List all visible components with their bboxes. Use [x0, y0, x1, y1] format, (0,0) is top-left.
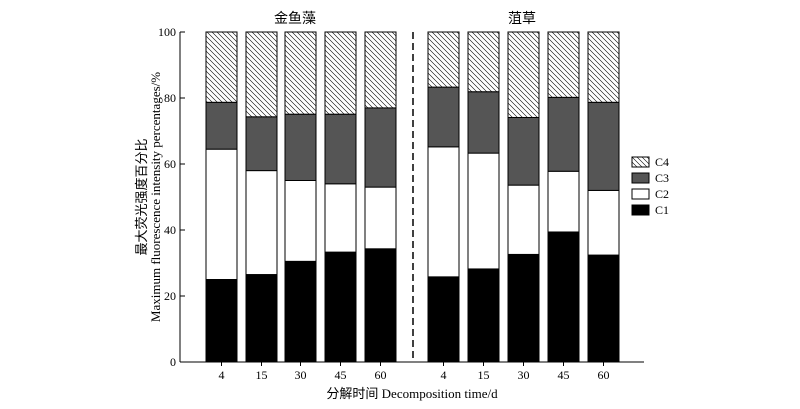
plot-area: [205, 31, 620, 363]
bar-c1-9: [547, 231, 580, 363]
bar-c3-8: [507, 116, 540, 186]
x-tick-label-6: 4: [441, 368, 447, 382]
bar-c1-7: [467, 268, 500, 363]
y-tick-label-100: 100: [158, 25, 176, 39]
y-tick-label-80: 80: [164, 91, 176, 105]
x-tick-label-8: 30: [518, 368, 530, 382]
bar-c2-4: [324, 183, 357, 253]
bar-c3-1: [205, 101, 238, 150]
x-tick-label-1: 4: [219, 368, 225, 382]
legend-label-c1: C1: [655, 203, 669, 217]
legend-swatch-c1: [631, 204, 650, 216]
bar-c2-6: [427, 146, 460, 278]
axes: 4 15 30 45 60 4 15 30 45 60 0 20 40 60 80 100: [158, 25, 644, 382]
bar-c1-8: [507, 253, 540, 363]
group-title-1: 金鱼藻: [274, 10, 316, 27]
x-tick-label-10: 60: [598, 368, 610, 382]
bar-c4-8: [507, 31, 540, 118]
bar-c2-5: [364, 186, 397, 250]
bar-c1-6: [427, 276, 460, 363]
bar-c4-5: [364, 31, 397, 109]
bar-c2-2: [245, 170, 278, 276]
bar-c3-10: [587, 101, 620, 191]
group-title-2: 菹草: [508, 11, 536, 27]
bar-c1-5: [364, 248, 397, 363]
legend-label-c3: C3: [655, 171, 669, 185]
bar-c4-6: [427, 31, 460, 88]
legend-label-c4: C4: [655, 155, 669, 169]
bar-c4-7: [467, 31, 500, 93]
bar-c4-2: [245, 31, 278, 118]
bar-c1-2: [245, 274, 278, 363]
bar-c2-8: [507, 184, 540, 255]
bar-c3-2: [245, 116, 278, 172]
y-tick-label-60: 60: [164, 157, 176, 171]
bar-c1-3: [284, 260, 317, 363]
x-tick-label-3: 30: [295, 368, 307, 382]
x-axis-label: 分解时间 Decomposition time/d: [326, 386, 498, 401]
y-tick-label-40: 40: [164, 223, 176, 237]
x-tick-label-5: 60: [375, 368, 387, 382]
bar-c2-7: [467, 152, 500, 270]
bar-c3-5: [364, 107, 397, 188]
bar-c1-1: [205, 279, 238, 363]
legend-swatch-c3: [631, 172, 650, 184]
x-tick-label-4: 45: [335, 368, 347, 382]
bar-c4-4: [324, 31, 357, 115]
bar-c1-10: [587, 254, 620, 363]
bar-c1-4: [324, 251, 357, 363]
x-tick-label-2: 15: [256, 368, 268, 382]
legend-swatch-c4: [631, 156, 650, 168]
bar-c3-7: [467, 91, 500, 154]
y-axis-label-line2: Maximum fluorescence intensity percentag…: [148, 72, 163, 322]
bar-c2-3: [284, 180, 317, 262]
bar-c4-10: [587, 31, 620, 103]
bar-c4-9: [547, 31, 580, 98]
legend: C4 C3 C2 C1: [631, 155, 669, 217]
y-axis-label-line1: 最大荧光强度百分比: [134, 138, 149, 255]
bar-c3-9: [547, 96, 580, 172]
bar-c2-10: [587, 189, 620, 256]
bar-c4-1: [205, 31, 238, 103]
bar-c2-9: [547, 170, 580, 233]
y-tick-label-20: 20: [164, 289, 176, 303]
bar-c4-3: [284, 31, 317, 115]
legend-label-c2: C2: [655, 187, 669, 201]
x-tick-label-7: 15: [478, 368, 490, 382]
bar-c3-3: [284, 113, 317, 181]
bar-c2-1: [205, 148, 238, 280]
legend-swatch-c2: [631, 188, 650, 200]
x-tick-label-9: 45: [558, 368, 570, 382]
y-tick-label-0: 0: [170, 355, 176, 369]
labels: 分解时间 Decomposition time/d 最大荧光强度百分比 Maxi…: [134, 10, 536, 401]
bar-c3-4: [324, 113, 357, 185]
bar-c3-6: [427, 86, 460, 148]
